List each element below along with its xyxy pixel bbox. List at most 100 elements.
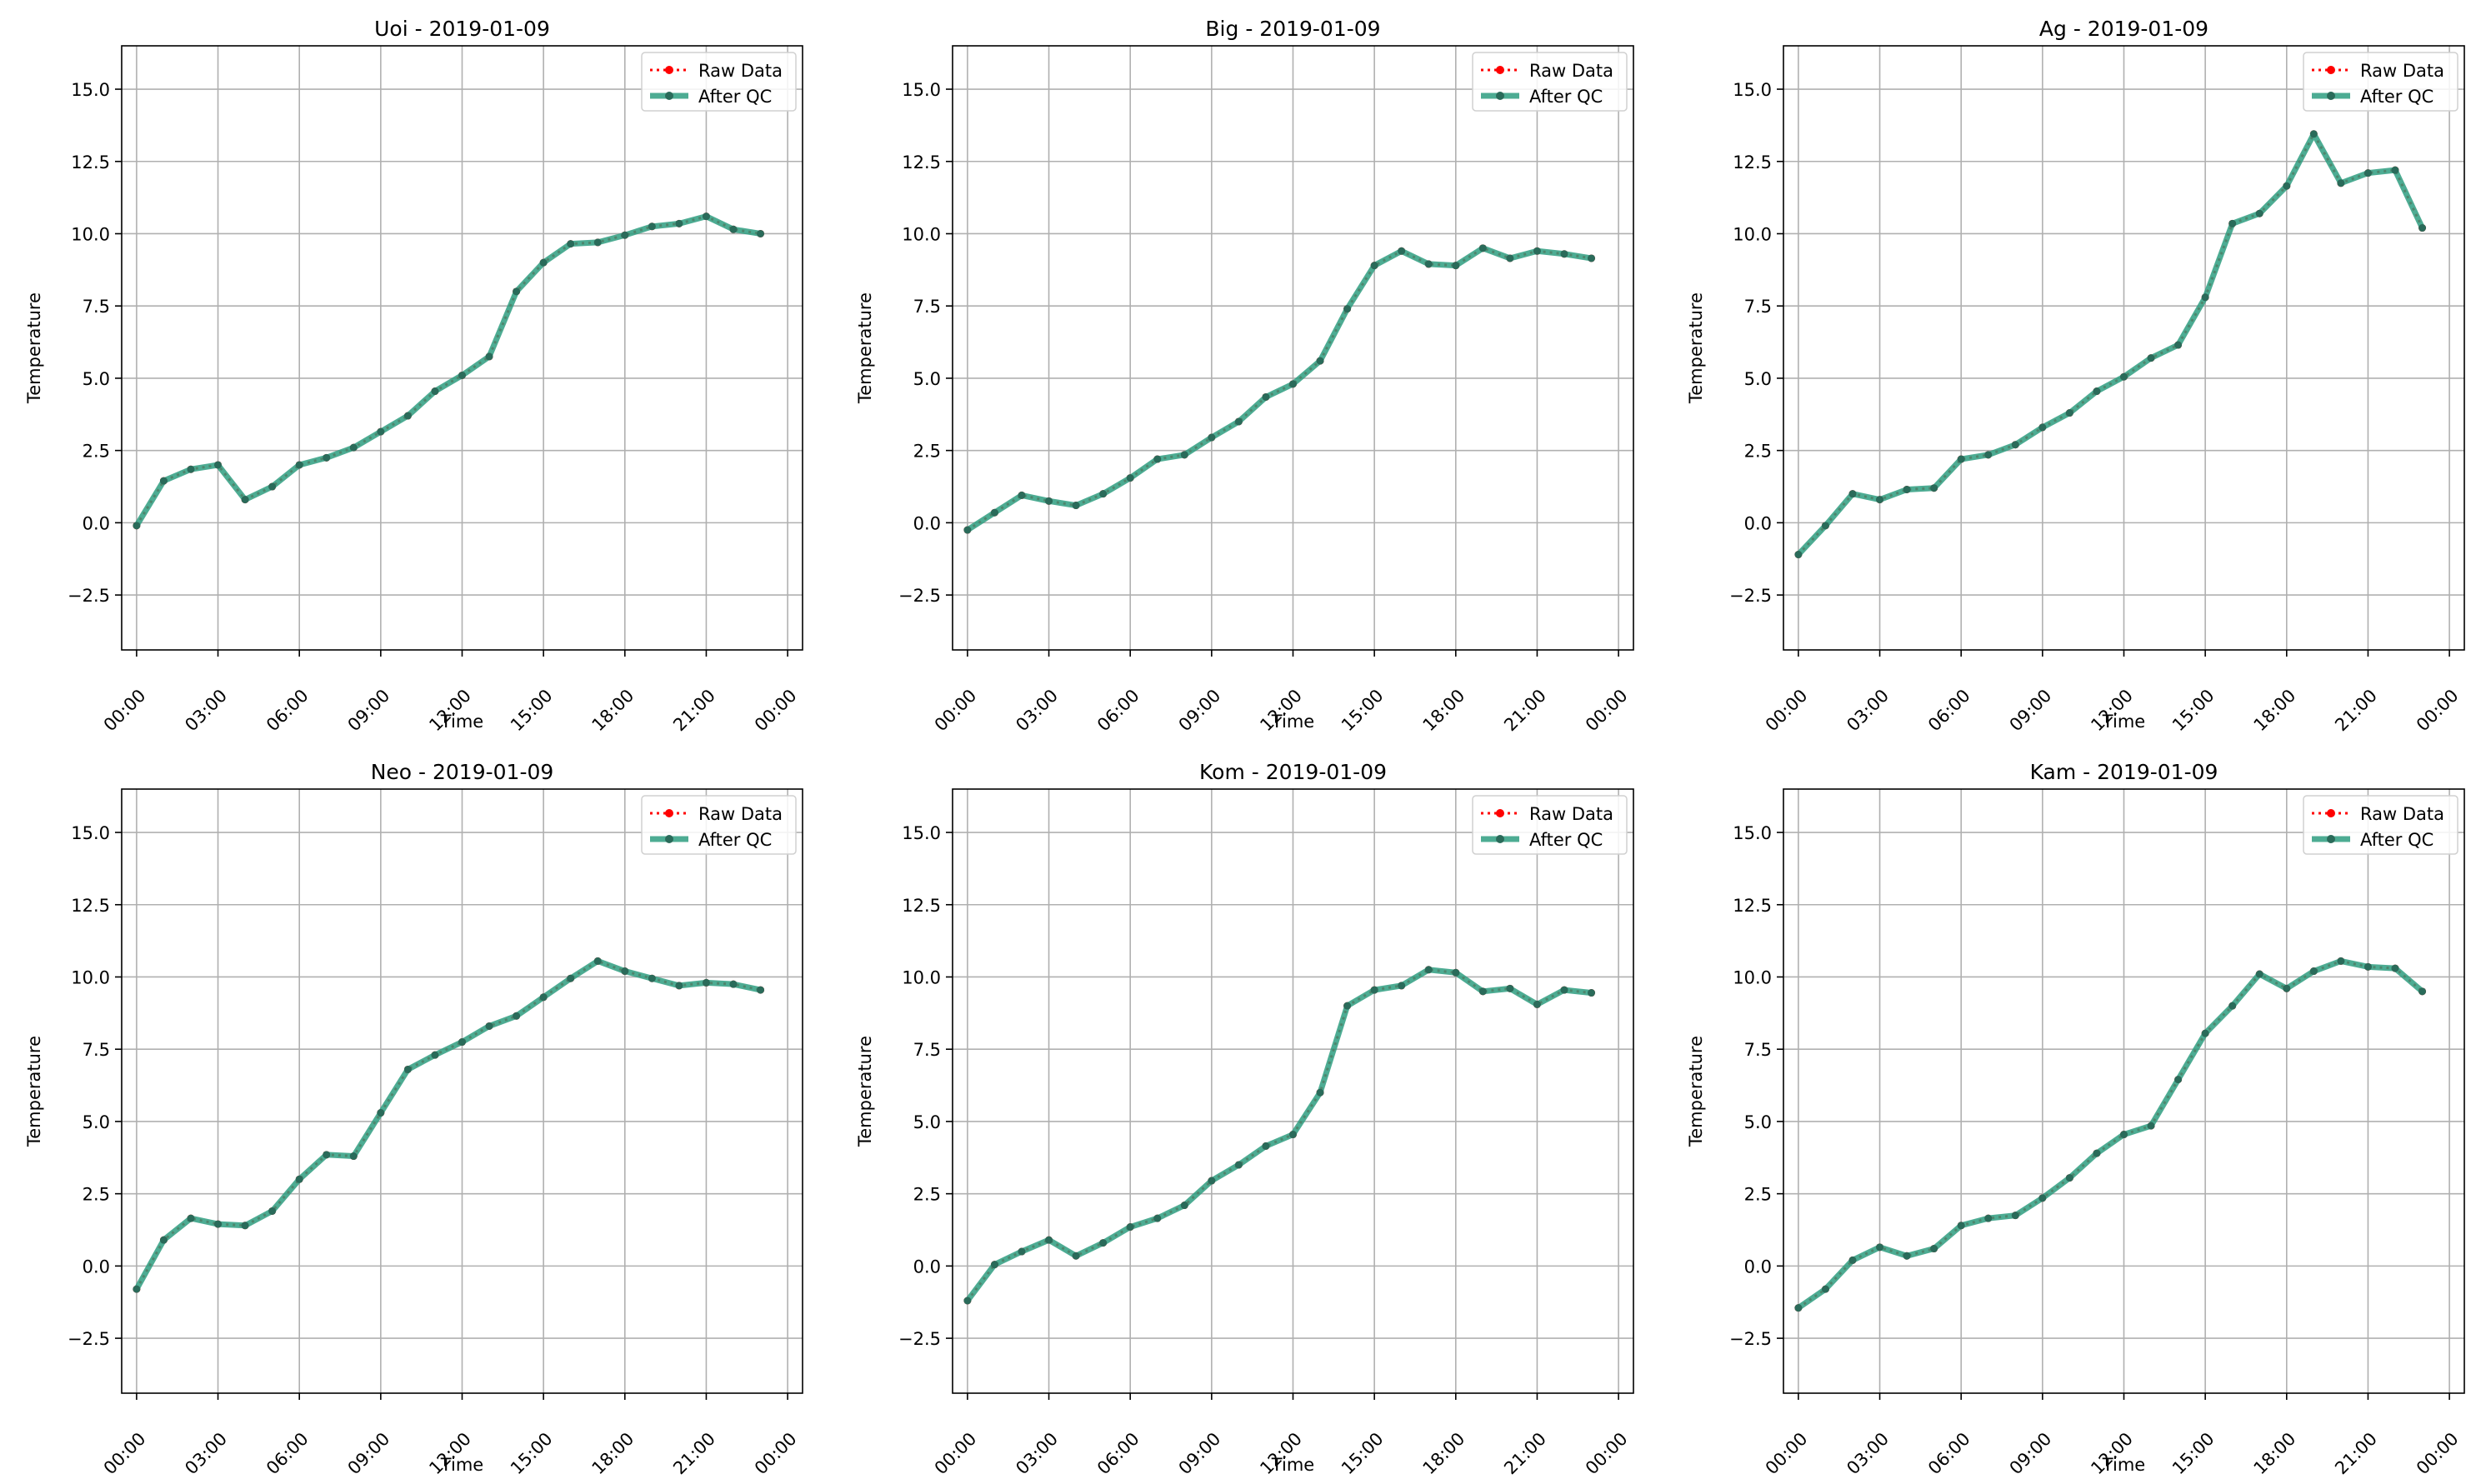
- y-tick-label: 7.5: [913, 297, 941, 317]
- after-qc-data-point: [1533, 247, 1541, 255]
- plot-area-frame: [1783, 788, 2465, 1394]
- after-qc-data-point: [1234, 1161, 1243, 1169]
- after-qc-data-point: [1045, 497, 1053, 505]
- series-line-after-qc: [1796, 957, 2424, 1311]
- after-qc-data-point: [2093, 1149, 2101, 1157]
- after-qc-data-point: [1316, 357, 1324, 365]
- after-qc-data-point: [2418, 987, 2427, 996]
- x-tick-label: 09:00: [1175, 1429, 1225, 1479]
- y-tick-label: 0.0: [913, 513, 941, 533]
- after-qc-data-point: [539, 258, 548, 267]
- legend-label-after-qc: After QC: [698, 87, 772, 107]
- after-qc-data-point: [268, 1207, 277, 1215]
- y-tick-label: 15.0: [1733, 80, 1772, 100]
- legend-marker-after-qc: [2327, 92, 2335, 100]
- after-qc-data-point: [1848, 490, 1857, 498]
- after-qc-data-point: [159, 477, 168, 485]
- y-tick-label: 10.0: [71, 224, 110, 244]
- x-tick-label: 21:00: [1500, 686, 1550, 736]
- x-tick-label: 09:00: [2006, 686, 2056, 736]
- legend-marker-after-qc: [1496, 92, 1504, 100]
- after-qc-data-point: [2065, 409, 2073, 417]
- after-qc-data-point: [963, 526, 972, 534]
- legend-label-after-qc: After QC: [2360, 87, 2433, 107]
- after-qc-data-point: [1424, 260, 1433, 268]
- legend: Raw Data After QC: [641, 52, 797, 112]
- x-tick-label: 15:00: [1338, 1429, 1388, 1479]
- chart-panel: Kom - 2019-01-09 −2.5 0.0 2.5 5.0 7.5 10.0 12.5…: [855, 760, 1634, 1479]
- after-qc-data-point: [757, 986, 765, 994]
- x-tick-label: 06:00: [263, 1429, 313, 1479]
- x-tick-label: 09:00: [1175, 686, 1225, 736]
- after-qc-data-point: [593, 238, 602, 247]
- y-tick-label: 7.5: [83, 1040, 110, 1060]
- legend-label-after-qc: After QC: [1529, 87, 1603, 107]
- after-qc-data-point: [2038, 1194, 2047, 1202]
- after-qc-data-point: [1045, 1236, 1053, 1244]
- y-tick-label: 12.5: [71, 896, 110, 916]
- after-qc-data-point: [1370, 262, 1378, 270]
- x-tick-label: 00:00: [100, 686, 150, 736]
- series-line-after-qc: [965, 967, 1592, 1303]
- x-tick-label: 03:00: [1843, 686, 1893, 736]
- after-qc-data-point: [2309, 967, 2318, 976]
- after-qc-data-point: [241, 496, 249, 504]
- after-qc-data-point: [1984, 1214, 1993, 1222]
- legend-marker-after-qc: [2327, 835, 2335, 843]
- after-qc-data-point: [2391, 964, 2399, 972]
- after-qc-data-point: [1180, 1202, 1188, 1210]
- y-tick-label: 0.0: [83, 1257, 110, 1277]
- after-qc-data-point: [377, 427, 385, 436]
- x-tick-label: 06:00: [263, 686, 313, 736]
- x-tick-label: 06:00: [1924, 686, 1974, 736]
- y-tick-label: 5.0: [913, 1112, 941, 1132]
- x-tick-label: 09:00: [344, 686, 394, 736]
- x-axis-label: Time: [2102, 712, 2145, 732]
- after-qc-data-point: [268, 482, 277, 491]
- y-tick-label: 7.5: [1744, 1040, 1772, 1060]
- series-line-after-qc: [133, 957, 762, 1291]
- after-qc-data-point: [349, 1152, 358, 1161]
- legend-marker-raw: [2327, 66, 2335, 74]
- x-tick-label: 00:00: [2413, 1429, 2463, 1479]
- chart-title: Kam - 2019-01-09: [2030, 760, 2218, 784]
- after-qc-data-point: [1478, 987, 1487, 996]
- after-qc-data-point: [2418, 224, 2427, 232]
- y-tick-label: 2.5: [83, 1185, 110, 1205]
- after-qc-data-point: [1289, 380, 1297, 388]
- series-line-after-qc: [1796, 131, 2425, 557]
- y-tick-label: −2.5: [898, 586, 941, 606]
- after-qc-data-point: [2120, 372, 2128, 381]
- legend-label-after-qc: After QC: [1529, 830, 1603, 850]
- legend: Raw Data After QC: [641, 795, 797, 855]
- after-qc-data-point: [295, 461, 303, 469]
- legend-label-raw: Raw Data: [2360, 804, 2444, 824]
- y-tick-label: 0.0: [83, 513, 110, 533]
- after-qc-data-point: [323, 453, 331, 462]
- after-qc-data-point: [2174, 341, 2183, 349]
- after-qc-data-point: [1343, 1002, 1352, 1010]
- chart-panel: Kam - 2019-01-09 −2.5 0.0 2.5 5.0 7.5 10.0 12.5…: [1686, 760, 2465, 1479]
- after-qc-data-point: [1018, 1247, 1026, 1256]
- plot-area-frame: [952, 45, 1634, 651]
- y-axis-label: Temperature: [1686, 292, 1706, 404]
- x-tick-label: 03:00: [1012, 1429, 1062, 1479]
- y-tick-label: 10.0: [1733, 967, 1772, 987]
- x-axis-label: Time: [440, 712, 483, 732]
- after-qc-data-point: [1560, 986, 1568, 994]
- after-qc-data-point: [1018, 491, 1026, 499]
- x-tick-label: 18:00: [2250, 686, 2300, 736]
- legend-label-raw: Raw Data: [2360, 61, 2444, 81]
- y-tick-label: −2.5: [68, 1329, 110, 1349]
- after-qc-data-point: [702, 212, 710, 221]
- x-tick-label: 21:00: [1500, 1429, 1550, 1479]
- x-tick-label: 15:00: [507, 686, 557, 736]
- x-axis-label: Time: [440, 1455, 483, 1475]
- plot-area-frame: [952, 788, 1634, 1394]
- after-qc-data-point: [1876, 496, 1884, 504]
- after-qc-data-point: [485, 1022, 493, 1030]
- x-tick-label: 09:00: [2006, 1429, 2056, 1479]
- y-tick-label: 5.0: [913, 369, 941, 389]
- after-qc-data-point: [1072, 1252, 1080, 1260]
